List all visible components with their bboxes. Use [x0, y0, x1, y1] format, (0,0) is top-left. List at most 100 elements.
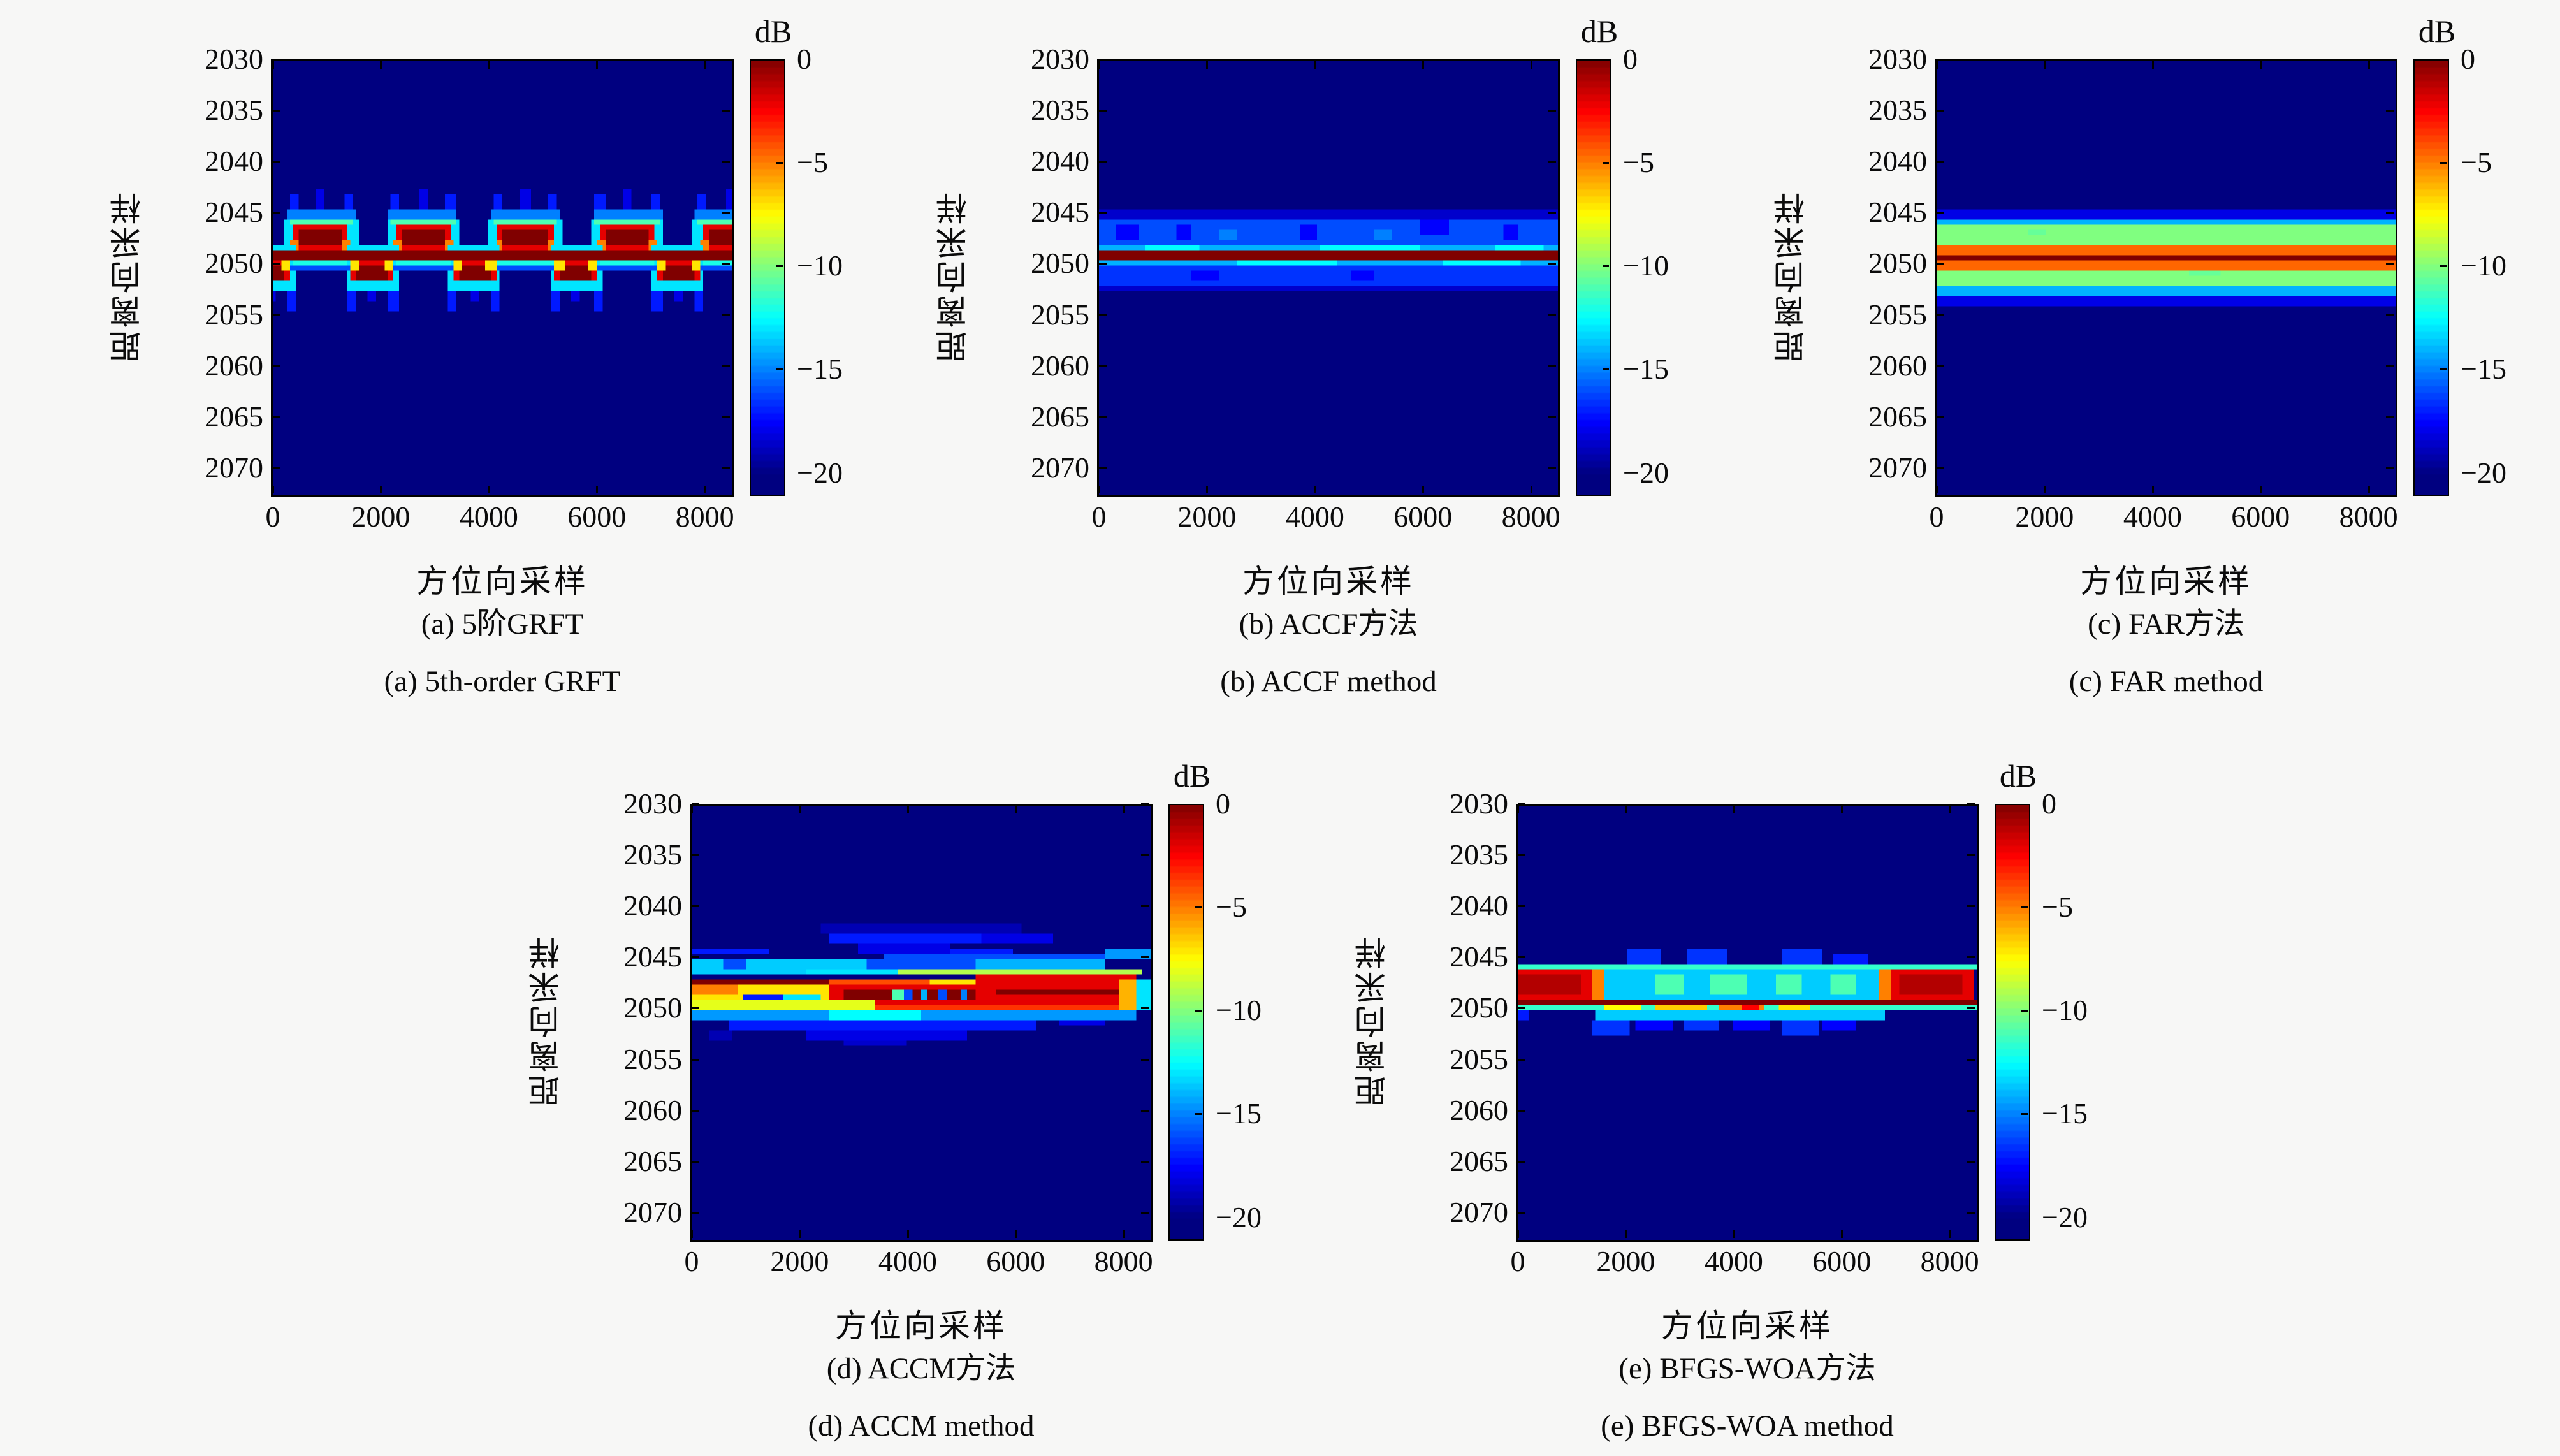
caption-en: (c) FAR method	[2069, 665, 2264, 698]
y-tick-label: 2055	[623, 1042, 682, 1075]
y-tick-label: 2060	[1450, 1093, 1508, 1126]
axis-tick-mark	[1841, 806, 1844, 813]
colorbar-tick-mark	[1603, 162, 1609, 164]
caption-cn: (a) 5阶GRFT	[421, 608, 584, 641]
caption-en: (a) 5th-order GRFT	[384, 665, 621, 698]
y-tick-label: 2040	[1868, 145, 1927, 178]
colorbar-tick-label: −20	[797, 456, 843, 489]
colorbar-tick-label: −10	[2461, 249, 2506, 282]
caption-cn: (b) ACCF方法	[1239, 608, 1418, 641]
colorbar-tick-label: −10	[797, 249, 843, 282]
colorbar-tick-label: −5	[1216, 891, 1247, 924]
y-tick-label: 2045	[623, 940, 682, 973]
axis-tick-mark	[1937, 161, 1944, 163]
colorbar-tick-label: −15	[2461, 353, 2506, 386]
axis-tick-mark	[1949, 1230, 1951, 1238]
axis-tick-mark	[722, 467, 730, 469]
axis-tick-mark	[691, 806, 693, 813]
axis-tick-mark	[1099, 467, 1107, 469]
y-axis-label: 距离向采样	[1773, 190, 1809, 363]
x-tick-label: 8000	[1920, 1245, 1979, 1278]
axis-tick-mark	[1967, 854, 1975, 857]
axis-tick-mark	[1936, 486, 1938, 493]
heatmap-plot	[271, 59, 734, 497]
colorbar-tick-label: −20	[2042, 1200, 2088, 1234]
x-tick-label: 4000	[1704, 1245, 1763, 1278]
y-tick-label: 2060	[1031, 349, 1089, 382]
heatmap-plot	[1935, 59, 2397, 497]
axis-tick-mark	[1206, 486, 1209, 493]
axis-tick-mark	[1733, 1230, 1735, 1238]
x-axis-label: 方位向采样	[2080, 564, 2252, 599]
y-tick-label: 2050	[623, 991, 682, 1024]
axis-tick-mark	[1937, 110, 1944, 112]
subplot-c: dB 距离向采样 2030 2035 2040 2045 2050 2055 2060 206…	[1724, 10, 2547, 724]
axis-tick-mark	[1936, 61, 1938, 69]
axis-tick-mark	[1141, 1109, 1149, 1112]
y-tick-label: 2050	[1450, 991, 1508, 1024]
axis-tick-mark	[273, 263, 280, 265]
axis-tick-mark	[1141, 803, 1149, 805]
x-tick-label: 8000	[1501, 500, 1560, 533]
colorbar-canvas	[2415, 61, 2448, 495]
axis-tick-mark	[2386, 161, 2394, 163]
y-tick-label: 2070	[1450, 1195, 1508, 1228]
axis-tick-mark	[1518, 1058, 1525, 1061]
colorbar-tick-label: −5	[2042, 891, 2073, 924]
y-tick-label: 2040	[1450, 889, 1508, 922]
colorbar	[1576, 59, 1611, 496]
colorbar-tick-mark	[776, 368, 783, 371]
axis-tick-mark	[272, 61, 274, 69]
axis-tick-mark	[2386, 365, 2394, 367]
axis-tick-mark	[1625, 1230, 1627, 1238]
axis-tick-mark	[1099, 110, 1107, 112]
caption-cn: (d) ACCM方法	[826, 1352, 1016, 1385]
axis-tick-mark	[1937, 212, 1944, 214]
colorbar-unit-label: dB	[1999, 758, 2037, 794]
axis-tick-mark	[2386, 314, 2394, 316]
axis-tick-mark	[722, 416, 730, 418]
y-tick-label: 2070	[1031, 451, 1089, 484]
y-tick-label: 2035	[1031, 94, 1089, 127]
axis-tick-mark	[2386, 263, 2394, 265]
axis-tick-mark	[2386, 212, 2394, 214]
axis-tick-mark	[1548, 161, 1556, 163]
axis-tick-mark	[273, 416, 280, 418]
y-tick-label: 2055	[1031, 298, 1089, 331]
x-tick-label: 8000	[2339, 500, 2398, 533]
axis-tick-mark	[1422, 486, 1425, 493]
axis-tick-mark	[1141, 854, 1149, 857]
axis-tick-mark	[692, 1160, 699, 1163]
colorbar-unit-label: dB	[754, 13, 792, 49]
axis-tick-mark	[1937, 416, 1944, 418]
x-tick-label: 6000	[567, 500, 627, 533]
colorbar-tick-label: −10	[1623, 249, 1669, 282]
axis-tick-mark	[1937, 263, 1944, 265]
x-tick-label: 2000	[2015, 500, 2074, 533]
axis-tick-mark	[273, 59, 280, 61]
axis-tick-mark	[2367, 486, 2370, 493]
axis-tick-mark	[1967, 1211, 1975, 1214]
axis-tick-mark	[1548, 59, 1556, 61]
axis-tick-mark	[596, 486, 599, 493]
axis-tick-mark	[1967, 1007, 1975, 1010]
x-tick-label: 2000	[1177, 500, 1237, 533]
axis-tick-mark	[1967, 803, 1975, 805]
y-tick-label: 2035	[623, 838, 682, 871]
axis-tick-mark	[1141, 956, 1149, 959]
x-axis-label: 方位向采样	[1242, 564, 1415, 599]
colorbar-tick-label: −5	[797, 146, 828, 179]
axis-tick-mark	[1206, 61, 1209, 69]
x-tick-label: 0	[265, 500, 280, 533]
axis-tick-mark	[1518, 1007, 1525, 1010]
x-axis-label: 方位向采样	[416, 564, 588, 599]
axis-tick-mark	[2044, 486, 2046, 493]
axis-tick-mark	[273, 161, 280, 163]
axis-tick-mark	[1530, 61, 1532, 69]
y-axis-label: 距离向采样	[936, 190, 971, 363]
axis-tick-mark	[722, 263, 730, 265]
axis-tick-mark	[1141, 1160, 1149, 1163]
y-tick-label: 2045	[205, 196, 263, 229]
axis-tick-mark	[692, 1109, 699, 1112]
